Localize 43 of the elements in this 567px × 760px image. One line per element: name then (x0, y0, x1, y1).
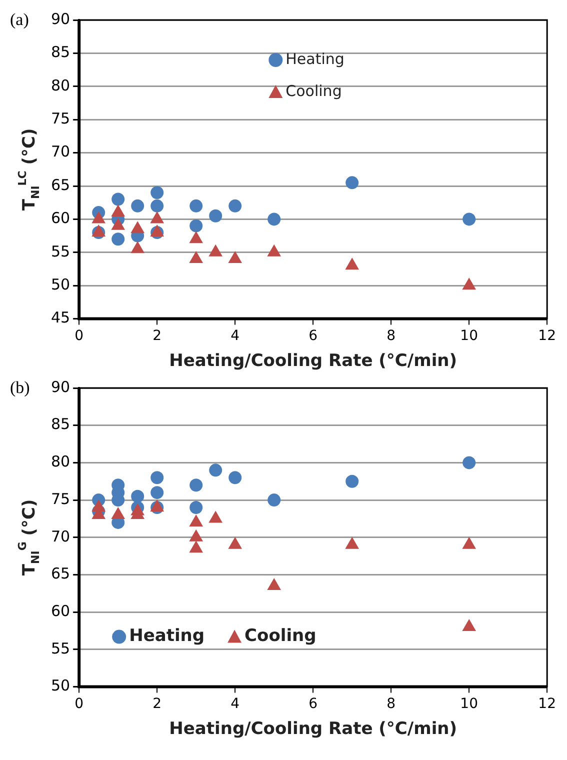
y-tick-label: 55 (50, 242, 70, 260)
y-tick-label: 80 (50, 452, 70, 471)
y-tick-label: 60 (50, 209, 70, 228)
y-tick-label: 60 (50, 602, 70, 620)
x-tick-label: 8 (386, 328, 396, 344)
x-tick-label: 2 (152, 696, 162, 712)
y-tick-label: 65 (50, 176, 70, 194)
y-tick-label: 55 (50, 639, 70, 658)
legend-label: Heating (286, 50, 344, 68)
x-tick-label: 6 (308, 328, 318, 344)
y-axis-title: TNILC (°C) (16, 128, 42, 211)
legend-label: Heating (129, 626, 205, 646)
text: (a) (10, 10, 29, 29)
y-axis-title: TNIG (°C) (16, 499, 42, 576)
x-tick-label: 10 (460, 696, 478, 712)
y-tick-label: 85 (50, 43, 70, 62)
x-tick-label: 2 (152, 328, 162, 344)
y-tick-label: 75 (50, 490, 70, 508)
text: (b) (10, 378, 30, 397)
y-tick-label: 70 (50, 142, 70, 161)
legend-label: Cooling (286, 82, 342, 100)
y-tick-label: 75 (50, 109, 70, 128)
y-tick-label: 80 (50, 76, 70, 94)
x-tick-label: 12 (538, 328, 556, 344)
x-tick-label: 8 (386, 696, 396, 712)
y-tick-label: 90 (50, 10, 70, 28)
y-tick-label: 90 (50, 378, 70, 396)
x-tick-label: 10 (460, 328, 478, 344)
y-tick-label: 50 (50, 275, 70, 294)
x-tick-label: 6 (308, 696, 318, 712)
legend-label: Cooling (244, 626, 316, 646)
y-tick-label: 50 (50, 676, 70, 695)
x-tick-label: 4 (230, 696, 240, 712)
x-axis-title: Heating/Cooling Rate (°C/min) (169, 351, 458, 372)
y-tick-label: 85 (50, 415, 70, 434)
x-tick-label: 0 (74, 696, 84, 712)
y-tick-label: 45 (50, 308, 70, 327)
y-tick-label: 70 (50, 527, 70, 546)
y-tick-label: 65 (50, 564, 70, 583)
x-tick-label: 4 (230, 328, 240, 344)
x-tick-label: 0 (74, 328, 84, 344)
x-tick-label: 12 (538, 696, 556, 712)
x-axis-title: Heating/Cooling Rate (°C/min) (169, 719, 458, 740)
